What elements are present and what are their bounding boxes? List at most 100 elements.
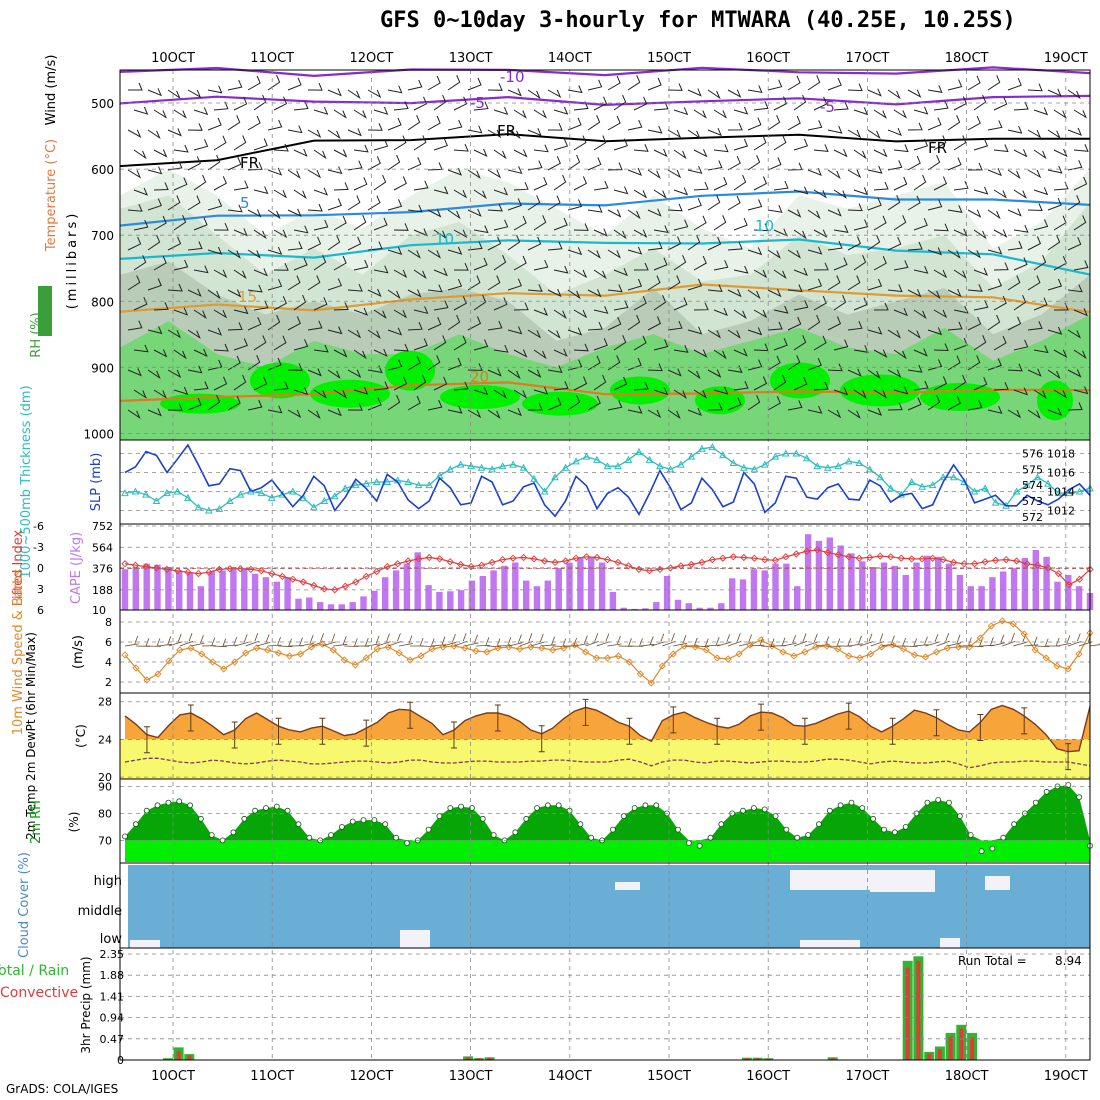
li-point [457, 560, 465, 569]
wind-speed-point [527, 643, 535, 651]
wind-barb [907, 289, 922, 298]
wind-barb [487, 320, 503, 331]
li-point [331, 586, 339, 594]
wind-barb [853, 219, 869, 231]
wind-barb [407, 395, 421, 411]
wind-barb [467, 275, 481, 291]
thickness-point [268, 493, 276, 501]
isotherm-label: FR [240, 154, 259, 172]
rh2m-point [555, 802, 562, 809]
wind-barb [913, 138, 929, 151]
wind-barb [547, 288, 562, 298]
wind-barb [287, 241, 303, 251]
wind-barb-10m [717, 634, 731, 647]
wind-barb [493, 219, 509, 231]
cape-bar [317, 602, 324, 610]
wind-barb [1033, 149, 1047, 160]
rh2m-point [772, 813, 779, 819]
wind-speed-point [472, 647, 480, 655]
wind-barb [907, 195, 921, 211]
wind-barb [973, 377, 988, 391]
wind-speed-point [516, 645, 524, 653]
rh2m-point [382, 821, 389, 828]
wind-barb [213, 343, 229, 352]
wind-barb [933, 376, 948, 391]
cape-bar [718, 603, 725, 610]
wind-barb [953, 374, 967, 391]
cape-bar [588, 556, 595, 610]
wind-barb [687, 234, 701, 251]
wind-barb [707, 89, 721, 100]
cape-bar [826, 537, 833, 610]
isotherm-label: 5 [240, 194, 250, 212]
wind-barb [167, 195, 181, 211]
rh2m-point [588, 834, 595, 841]
wind-barb [247, 209, 262, 218]
wind-speed-point [187, 644, 195, 652]
cape-bar [273, 581, 280, 610]
li-point [908, 555, 916, 563]
wind-barb [1047, 278, 1063, 291]
wind-barb [1013, 149, 1028, 158]
wind-barb [193, 381, 209, 391]
cape-bar [729, 578, 736, 610]
wind-barb [493, 389, 507, 399]
wind-barb [1033, 187, 1049, 196]
grads-credit: GrADS: COLA/IGES [6, 1082, 119, 1096]
temp-minmax-bar [670, 706, 677, 734]
wind-barb [147, 166, 163, 175]
wind-barb [1027, 275, 1041, 291]
wind-barb [853, 149, 867, 160]
cape-bar [241, 568, 248, 610]
li-point [299, 578, 307, 586]
wind-barb [307, 129, 322, 138]
wind-barb [273, 189, 288, 199]
li-point [551, 558, 559, 567]
wind-barb [607, 316, 622, 331]
wind-barb [933, 309, 948, 319]
wind-barb [753, 376, 768, 391]
wind-barb [413, 338, 428, 351]
wind-barb-10m [1024, 636, 1039, 647]
wind-barb [413, 135, 427, 151]
wind-speed-point [165, 657, 173, 665]
cape-bar [284, 577, 291, 610]
wind-barb [707, 128, 722, 137]
wind-barb [227, 79, 243, 91]
wind-barb [567, 85, 583, 94]
wind-barb [373, 348, 388, 357]
cape-bar [186, 572, 194, 610]
wind-barb [287, 77, 302, 91]
wind-barb [807, 246, 823, 255]
wind-barb [453, 96, 468, 111]
rh2m-point [718, 821, 725, 828]
wind-barb [527, 89, 541, 100]
wind-barb [733, 348, 748, 357]
wind-barb [1027, 203, 1043, 212]
precip-legend-conv: Convective [0, 985, 78, 1001]
precip-conv-bar [176, 1051, 181, 1060]
cloud-level-label: low [100, 932, 123, 947]
rh-90-blob [250, 362, 310, 399]
wind-barb [1073, 215, 1087, 231]
wind-barb [567, 395, 581, 411]
wind-speed-point [746, 641, 754, 649]
cape-bar [371, 590, 378, 610]
li-point [698, 558, 706, 567]
wind-barb [173, 307, 189, 316]
li-point [498, 555, 507, 564]
rh2m-point [284, 807, 291, 814]
temp-minmax-bar [538, 725, 545, 753]
thickness-point [257, 489, 266, 497]
wind-barb [727, 241, 743, 251]
cloud-axis-label: Cloud Cover (%) [17, 852, 32, 958]
wind-barb [773, 305, 789, 314]
wind-barb [533, 307, 549, 316]
wind-barb [207, 85, 223, 94]
rh2m-point [208, 832, 215, 838]
wind-barb-10m [738, 634, 753, 647]
wind-barb [527, 236, 542, 251]
wind-barb [1067, 127, 1083, 136]
wind-barb [1033, 389, 1047, 400]
wind-barb-10m [146, 638, 161, 647]
